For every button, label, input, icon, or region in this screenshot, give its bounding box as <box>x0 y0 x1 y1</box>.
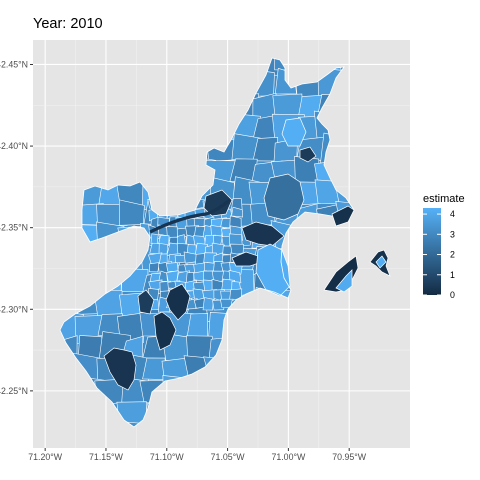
tract-highlight <box>103 347 137 391</box>
tract-highlight <box>299 146 317 163</box>
legend-tick-label: 2 <box>450 250 455 260</box>
x-tick-label: 71.10°W <box>150 452 185 462</box>
island-tract <box>375 255 387 269</box>
legend-title: estimate <box>423 193 465 205</box>
plot-title: Year: 2010 <box>33 16 103 32</box>
tract <box>149 262 160 273</box>
tract-highlight <box>241 221 285 247</box>
tract-highlight <box>153 311 177 351</box>
x-tick-label: 70.95°W <box>332 452 367 462</box>
x-tick-label: 71.00°W <box>271 452 306 462</box>
y-tick-label: 42.40°N <box>0 141 28 151</box>
y-tick-label: 42.25°N <box>0 386 28 396</box>
tract <box>202 297 214 311</box>
tract <box>165 262 179 272</box>
y-axis: 42.25°N 42.30°N 42.35°N 42.40°N 42.45°N <box>0 59 33 396</box>
y-tick-label: 42.35°N <box>0 223 28 233</box>
region-outline <box>59 57 355 428</box>
legend: estimate 0 1 2 3 4 <box>423 193 465 300</box>
tract-highlight <box>165 283 191 321</box>
x-tick-label: 71.15°W <box>89 452 124 462</box>
tract-highlight <box>281 117 307 147</box>
legend-tick-label: 1 <box>450 270 455 280</box>
legend-ticks: 0 1 2 3 4 <box>423 209 455 300</box>
x-axis: 71.20°W 71.15°W 71.10°W 71.05°W 71.00°W 70.95… <box>28 448 367 462</box>
y-tick-label: 42.30°N <box>0 304 28 314</box>
island-tract <box>335 269 353 293</box>
island-tract <box>331 205 355 227</box>
x-tick-label: 71.05°W <box>211 452 246 462</box>
legend-colorbar <box>423 208 441 295</box>
tract <box>272 93 303 117</box>
tract-highlight <box>137 289 155 315</box>
y-tick-label: 42.45°N <box>0 59 28 69</box>
tract <box>118 421 148 427</box>
tract-strip <box>149 198 231 234</box>
x-tick-label: 71.20°W <box>28 452 63 462</box>
legend-tick-label: 0 <box>450 290 455 300</box>
tract-highlight <box>263 173 305 221</box>
legend-tick-label: 4 <box>450 209 455 219</box>
tract <box>231 206 244 218</box>
tract-highlight <box>203 189 233 217</box>
tract <box>202 289 217 300</box>
legend-tick-label: 3 <box>450 229 455 239</box>
